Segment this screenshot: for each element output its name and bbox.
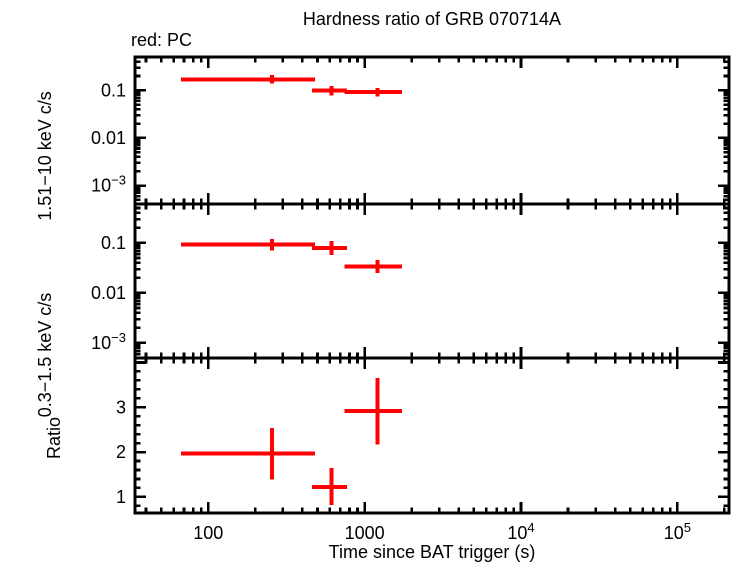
- chart-title: Hardness ratio of GRB 070714A: [303, 9, 561, 29]
- y-axis-label-ratio: Ratio: [44, 417, 64, 459]
- x-tick-label: 104: [507, 520, 534, 543]
- mode-legend: red: PC: [131, 30, 192, 50]
- y-tick-label: 2: [116, 442, 126, 462]
- y-tick-label: 1: [116, 487, 126, 507]
- data-point: [344, 259, 402, 274]
- data-series: [181, 239, 402, 274]
- data-point: [311, 467, 347, 505]
- y-tick-label: 0.01: [91, 283, 126, 303]
- y-tick-label: 0.1: [101, 233, 126, 253]
- panel-frame: [133, 356, 731, 515]
- data-series: [181, 74, 402, 97]
- panel-0: 0.1 0.01 10−3: [91, 55, 731, 206]
- panel-2: 1 2 3: [116, 356, 731, 515]
- data-point: [181, 427, 315, 480]
- data-point: [344, 378, 402, 445]
- y-tick-label: 10−3: [91, 173, 126, 196]
- x-tick-label: 100: [193, 523, 223, 543]
- data-point: [311, 86, 347, 96]
- panels-group: 0.1 0.01 10−3 0.1 0.01 10−3 1 2 3 100 1000 104 105: [91, 55, 731, 543]
- data-point: [181, 239, 315, 251]
- data-series: [181, 378, 402, 505]
- y-axis-label-soft-band: 0.3−1.5 keV c/s: [35, 293, 55, 418]
- y-tick-label: 10−3: [91, 330, 126, 353]
- panel-frame: [133, 202, 731, 360]
- data-point: [344, 87, 402, 97]
- data-point: [181, 74, 315, 84]
- x-tick-label: 1000: [345, 523, 385, 543]
- y-tick-label: 3: [116, 397, 126, 417]
- panel-1: 0.1 0.01 10−3: [91, 202, 731, 360]
- x-tick-label: 105: [664, 520, 691, 543]
- y-tick-label: 0.01: [91, 128, 126, 148]
- y-axis-label-hard-band: 1.51−10 keV c/s: [35, 91, 55, 221]
- data-point: [311, 240, 347, 256]
- x-axis-label: Time since BAT trigger (s): [329, 542, 536, 562]
- y-tick-label: 0.1: [101, 80, 126, 100]
